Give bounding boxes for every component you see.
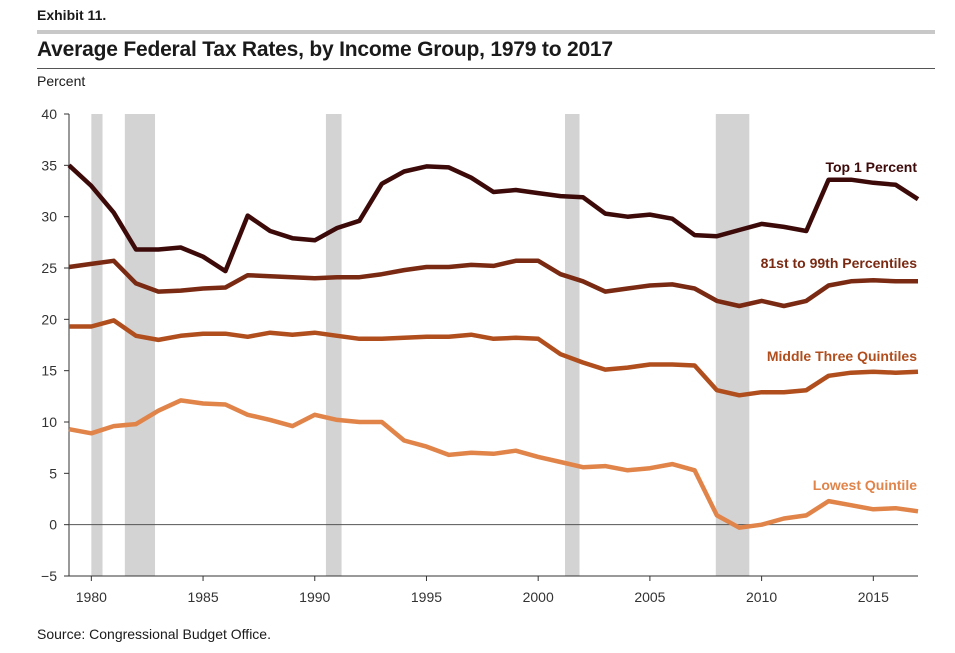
recession-band xyxy=(325,114,342,576)
series-label-2: 81st to 99th Percentiles xyxy=(761,255,918,271)
y-tick-label: 20 xyxy=(41,311,57,327)
exhibit-number: Exhibit 11. xyxy=(37,7,107,23)
x-tick-label: 1990 xyxy=(299,589,330,605)
series-label-1: Top 1 Percent xyxy=(825,159,917,175)
series-label-3: Middle Three Quintiles xyxy=(767,348,917,364)
series-line-1 xyxy=(67,163,920,274)
series-label-4: Lowest Quintile xyxy=(813,477,917,493)
x-tick-label: 2015 xyxy=(858,589,889,605)
y-tick-label: 10 xyxy=(41,414,57,430)
recession-band xyxy=(564,114,580,576)
x-tick-label: 1995 xyxy=(411,589,442,605)
x-tick-label: 1980 xyxy=(76,589,107,605)
x-tick-label: 2000 xyxy=(523,589,554,605)
y-tick-label: 40 xyxy=(41,106,57,122)
series-line-2 xyxy=(68,258,918,309)
y-tick-label: 5 xyxy=(49,465,57,481)
x-tick-label: 2010 xyxy=(746,589,777,605)
recession-band xyxy=(124,114,156,576)
y-tick-label: 0 xyxy=(49,517,57,533)
series-line-4 xyxy=(68,398,919,530)
series-line-3 xyxy=(69,318,919,398)
series-labels: Top 1 Percent 81st to 99th Percentiles Mid… xyxy=(761,159,918,493)
top-rule xyxy=(37,30,935,34)
title-rule xyxy=(37,68,935,69)
y-tick-label: 35 xyxy=(41,157,57,173)
axes: −5 0 5 10 15 20 25 30 35 40 1980 1985 1990 1995 2000 20… xyxy=(41,106,918,605)
y-tick-label: 15 xyxy=(41,363,57,379)
chart-title: Average Federal Tax Rates, by Income Gro… xyxy=(37,38,613,61)
x-tick-label: 2005 xyxy=(634,589,665,605)
x-tick-label: 1985 xyxy=(187,589,218,605)
series-lines xyxy=(67,163,920,530)
y-tick-label: 25 xyxy=(41,260,57,276)
recession-bands xyxy=(91,114,750,576)
y-tick-label: −5 xyxy=(41,568,57,584)
recession-band xyxy=(91,114,103,576)
recession-band xyxy=(715,114,750,576)
source-note: Source: Congressional Budget Office. xyxy=(37,626,271,642)
y-axis-label: Percent xyxy=(37,73,86,89)
y-tick-label: 30 xyxy=(41,209,57,225)
